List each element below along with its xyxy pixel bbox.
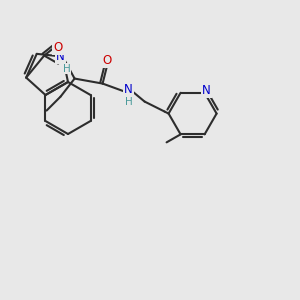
Text: N: N xyxy=(56,50,65,63)
Text: O: O xyxy=(102,54,111,67)
Text: H: H xyxy=(125,97,133,106)
Text: O: O xyxy=(53,41,63,54)
Text: N: N xyxy=(124,83,133,96)
Text: N: N xyxy=(202,84,211,97)
Text: H: H xyxy=(63,64,70,74)
